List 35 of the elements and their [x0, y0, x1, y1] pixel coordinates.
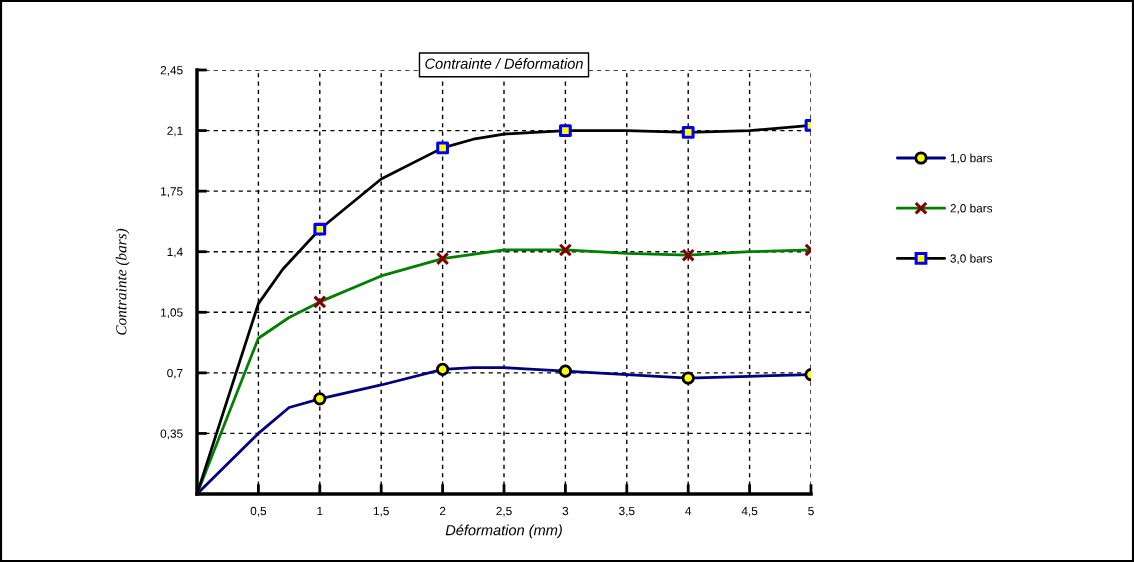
x-tick-label: 1,5	[373, 506, 389, 517]
x-axis-title: Déformation (mm)	[445, 524, 562, 539]
point	[313, 392, 327, 406]
y-tick-label: 1,4	[167, 247, 183, 258]
point	[559, 124, 572, 137]
legend-label: 2,0 bars	[950, 203, 993, 214]
y-tick-label: 0,35	[160, 429, 183, 440]
point	[681, 248, 695, 262]
chart-title: Contrainte / Déformation	[425, 57, 583, 69]
x-tick-label: 4	[685, 506, 692, 516]
x-tick-label: 4,5	[741, 506, 758, 517]
y-tick-label: 0,7	[167, 368, 183, 379]
legend-label: 3,0 bars	[950, 253, 993, 265]
y-tick-label: 1,05	[161, 308, 183, 319]
y-axis-title: Contrainte (bars)	[115, 228, 130, 335]
point	[558, 364, 572, 378]
x-tick-label: 2,5	[496, 506, 512, 517]
point	[436, 362, 450, 376]
y-tick-label: 2,45	[160, 66, 183, 76]
x-tick-label: 3	[562, 506, 569, 516]
x-tick-label: 3,5	[619, 506, 635, 517]
x-tick-label: 5	[808, 506, 814, 516]
point	[313, 295, 327, 309]
point	[558, 243, 573, 257]
legend-label: 1,0 bars	[950, 153, 993, 164]
y-tick-label: 1,75	[161, 187, 183, 197]
point	[313, 222, 327, 236]
point	[435, 251, 450, 266]
x-tick-label: 1	[317, 506, 323, 516]
x-tick-label: 2	[439, 506, 446, 516]
y-tick-label: 2,1	[167, 126, 183, 137]
point	[681, 125, 695, 139]
point	[681, 371, 695, 385]
point	[436, 141, 449, 155]
x-tick-label: 0,5	[250, 506, 267, 517]
